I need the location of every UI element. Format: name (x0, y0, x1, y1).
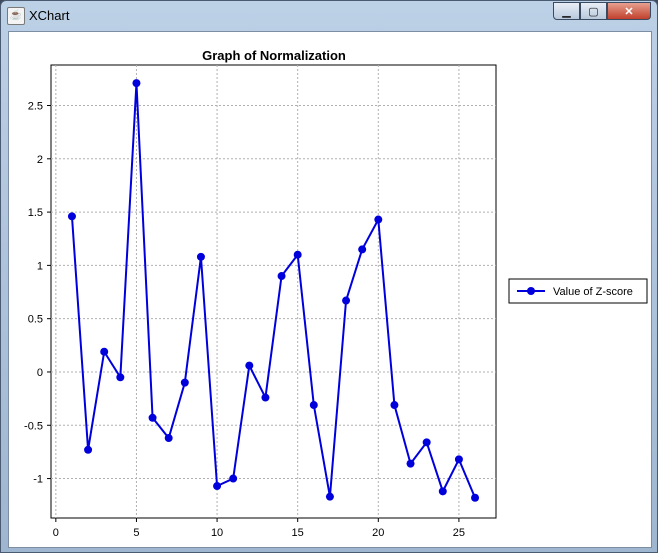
legend-label: Value of Z-score (553, 286, 633, 298)
y-tick-label: 2 (37, 154, 43, 166)
data-point (100, 347, 109, 356)
data-point (213, 482, 222, 491)
x-tick-label: 0 (53, 527, 59, 539)
data-point (471, 493, 480, 502)
x-tick-label: 25 (453, 527, 465, 539)
data-point (229, 474, 238, 483)
data-point (164, 434, 173, 443)
data-point (422, 438, 431, 447)
data-point (277, 272, 286, 281)
minimize-button[interactable]: ▁ (553, 2, 580, 20)
java-icon: ☕ (7, 7, 25, 25)
data-point (325, 492, 334, 501)
chart-title: Graph of Normalization (202, 48, 346, 63)
maximize-icon: ▢ (588, 5, 599, 18)
data-point (438, 487, 447, 496)
y-tick-label: 0 (37, 367, 43, 379)
chart-panel: Graph of Normalization 0 5 10 15 20 25 -1 -0.5 0… (8, 31, 652, 548)
series-layer (67, 79, 480, 502)
legend: Value of Z-score (508, 278, 648, 304)
data-point (180, 378, 189, 387)
maximize-button[interactable]: ▢ (580, 2, 607, 20)
window-title: XChart (29, 8, 70, 23)
legend-box (508, 278, 648, 304)
x-tick-label: 20 (372, 527, 384, 539)
data-point (309, 401, 318, 410)
data-point (358, 245, 367, 254)
close-icon: ✕ (624, 5, 634, 18)
minimize-icon: ▁ (562, 5, 571, 18)
data-point (245, 361, 254, 370)
y-tick-label: 1.5 (28, 207, 43, 219)
data-point (406, 459, 415, 468)
gridlines (51, 65, 496, 518)
y-tick-label: 1 (37, 260, 43, 272)
y-tick-label: 0.5 (28, 314, 43, 326)
x-tick-label: 5 (133, 527, 139, 539)
y-tick-label: -1 (33, 474, 43, 486)
data-point (132, 79, 141, 88)
data-point (84, 445, 93, 454)
y-tick-label: 2.5 (28, 101, 43, 113)
data-point (67, 212, 76, 221)
data-point (342, 296, 351, 305)
data-point (454, 455, 463, 464)
data-point (293, 250, 302, 259)
data-point (374, 215, 383, 224)
axes: 0 5 10 15 20 25 -1 -0.5 0 0.5 1 1.5 2 2.5 (24, 101, 465, 539)
data-point (261, 393, 270, 402)
data-point (116, 373, 125, 382)
title-bar[interactable]: ☕ XChart ▁ ▢ ✕ (1, 1, 657, 31)
series-line (70, 83, 476, 499)
close-button[interactable]: ✕ (607, 2, 651, 20)
x-tick-label: 15 (292, 527, 304, 539)
data-point (390, 401, 399, 410)
y-tick-label: -0.5 (24, 420, 43, 432)
x-tick-label: 10 (211, 527, 223, 539)
chart-svg: Graph of Normalization 0 5 10 15 20 25-1-0.50… (24, 48, 648, 539)
data-point (196, 252, 205, 261)
legend-marker (527, 287, 535, 295)
data-point (148, 413, 157, 422)
